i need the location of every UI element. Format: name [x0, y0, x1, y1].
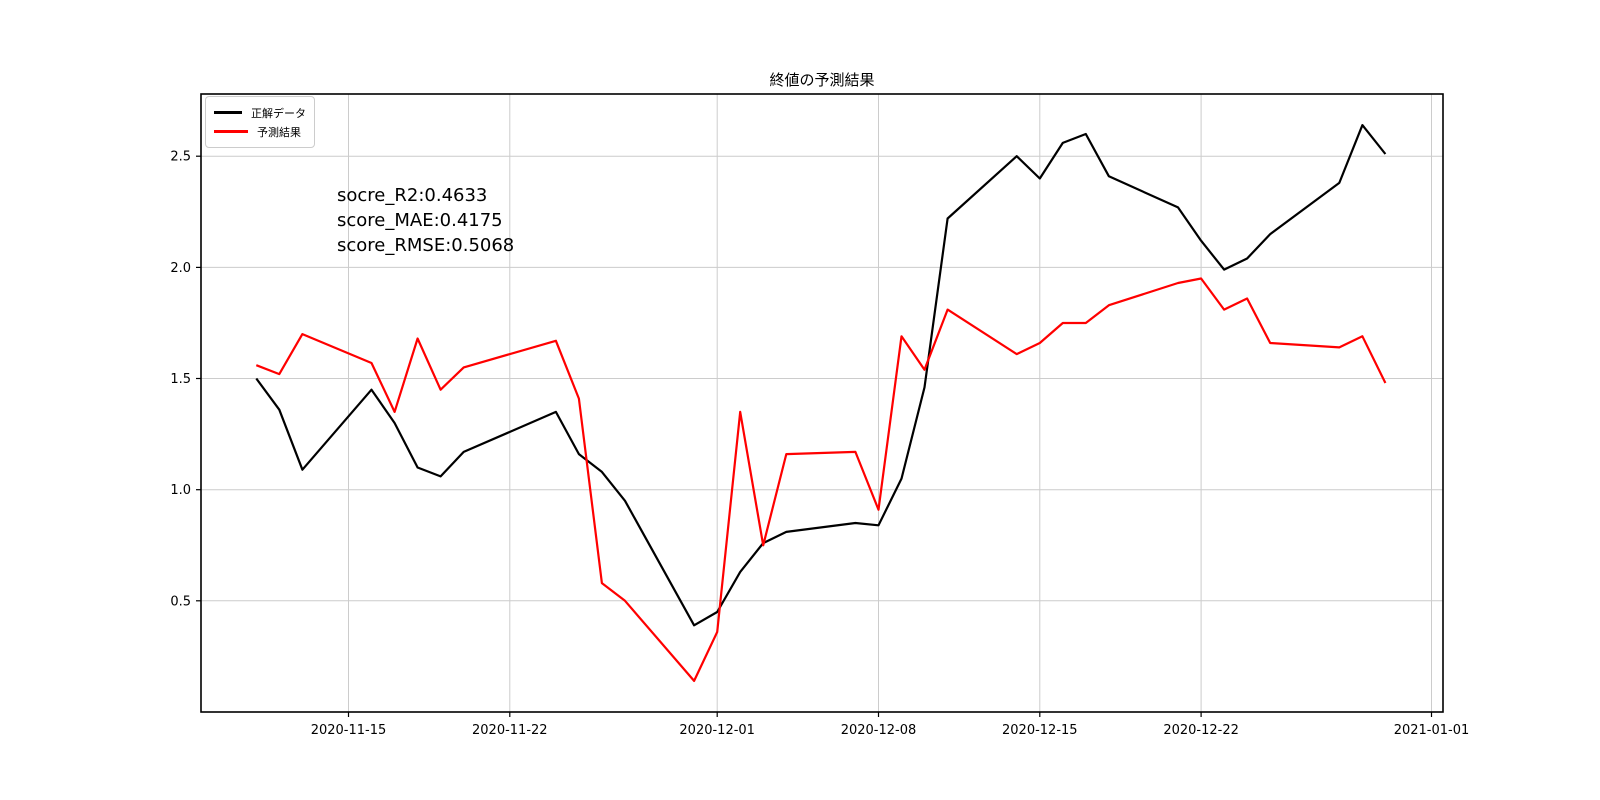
legend-item-predicted: 予測結果 [214, 122, 306, 141]
chart-title: 終値の予測結果 [769, 71, 875, 89]
legend-line-predicted-swatch [214, 130, 248, 133]
x-tick-label: 2020-11-15 [311, 723, 387, 738]
legend: 正解データ 予測結果 [205, 96, 315, 148]
x-tick-label: 2020-12-15 [1002, 723, 1078, 738]
y-tick-label: 1.5 [170, 372, 191, 387]
legend-label-predicted: 予測結果 [257, 125, 301, 139]
y-tick-label: 2.0 [170, 261, 191, 276]
annotation-line-r2: socre_R2:0.4633 [337, 185, 488, 206]
annotation-line-rmse: score_RMSE:0.5068 [337, 235, 515, 256]
axes-frame [200, 93, 1444, 713]
x-tick-label: 2020-12-08 [841, 723, 917, 738]
x-tick-label: 2020-12-01 [679, 723, 755, 738]
prediction-line [255, 277, 1387, 683]
score-annotation: socre_R2:0.4633 score_MAE:0.4175 score_R… [337, 183, 514, 258]
x-tick-label: 2020-12-22 [1163, 723, 1239, 738]
x-tick-label: 2021-01-01 [1394, 723, 1470, 738]
y-tick-label: 1.0 [170, 483, 191, 498]
annotation-line-mae: score_MAE:0.4175 [337, 210, 503, 231]
legend-item-actual: 正解データ [214, 103, 306, 122]
actual-data-line [255, 123, 1387, 627]
y-tick-label: 0.5 [170, 594, 191, 609]
legend-label-actual: 正解データ [251, 106, 306, 120]
legend-line-actual-swatch [214, 111, 242, 114]
y-tick-label: 2.5 [170, 150, 191, 165]
x-tick-label: 2020-11-22 [472, 723, 548, 738]
